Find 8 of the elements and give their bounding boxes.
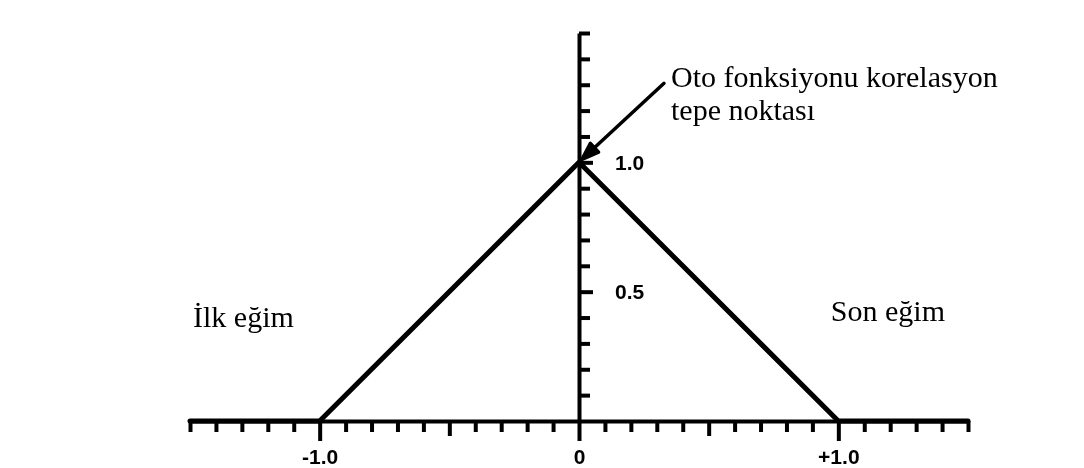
- x-tick-label: +1.0: [818, 444, 860, 468]
- annotation: Son eğim: [830, 294, 945, 327]
- x-tick-label: 0: [573, 444, 586, 468]
- annotation: Oto fonksiyonu korelasyon tepe noktası: [671, 60, 998, 127]
- annotation: İlk eğim: [193, 300, 294, 333]
- y-tick-label: 0.5: [615, 279, 645, 303]
- x-tick-label: -1.0: [302, 444, 339, 468]
- y-tick-label: 1.0: [615, 150, 645, 174]
